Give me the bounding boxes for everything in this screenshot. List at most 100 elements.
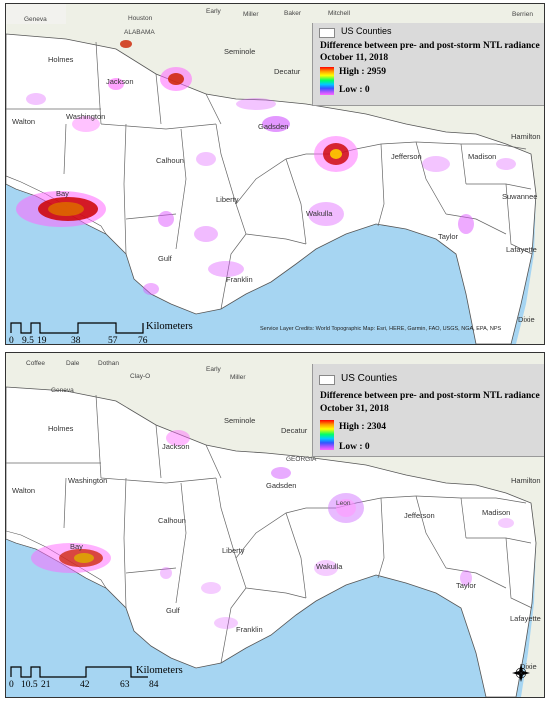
scale-tick-0: 0 <box>9 336 14 345</box>
map-credits: Service Layer Credits: World Topographic… <box>260 326 502 332</box>
label-washington: Washington <box>66 112 105 121</box>
scale-tick-2: 19 <box>37 336 47 345</box>
label-bay: Bay <box>70 542 83 551</box>
label-wakulla: Wakulla <box>306 209 333 218</box>
label-early: Early <box>206 8 222 15</box>
study-area <box>6 33 537 344</box>
legend-oct-11: US Counties Difference between pre- and … <box>312 23 544 106</box>
county-swatch <box>319 28 335 38</box>
county-boundaries <box>6 394 533 664</box>
label-miller: Miller <box>230 374 246 381</box>
label-franklin: Franklin <box>236 625 263 634</box>
label-gulf: Gulf <box>166 606 181 615</box>
land-strip <box>6 4 66 24</box>
label-berrien: Berrien <box>512 11 533 18</box>
label-taylor: Taylor <box>456 581 477 590</box>
legend-high-label: High : 2959 <box>339 67 386 77</box>
label-clay: Clay-O <box>130 373 150 380</box>
label-gadsden: Gadsden <box>266 481 296 490</box>
label-taylor: Taylor <box>438 232 459 241</box>
label-dale: Dale <box>66 360 80 367</box>
label-jefferson: Jefferson <box>391 152 422 161</box>
label-lafayette: Lafayette <box>506 245 537 254</box>
label-georgia: GEORGIA <box>286 456 317 463</box>
label-dothan: Dothan <box>98 360 119 367</box>
label-walton: Walton <box>12 486 35 495</box>
legend-low-label: Low : 0 <box>339 85 370 95</box>
compass-icon <box>512 664 530 682</box>
label-madison: Madison <box>482 508 510 517</box>
label-seminole: Seminole <box>224 47 255 56</box>
label-early: Early <box>206 366 222 373</box>
label-liberty: Liberty <box>216 195 239 204</box>
label-decatur: Decatur <box>281 426 308 435</box>
label-geneva: Geneva <box>51 387 74 394</box>
legend-layer-label: US Counties <box>341 26 392 36</box>
label-houston: Houston <box>128 15 153 22</box>
scale-tick-0: 0 <box>9 680 14 690</box>
county-swatch <box>319 375 335 385</box>
label-baker: Baker <box>284 10 302 17</box>
legend-high-label: High : 2304 <box>339 422 386 432</box>
label-geneva: Geneva <box>24 16 47 23</box>
label-suwannee: Suwannee <box>502 192 537 201</box>
label-calhoun: Calhoun <box>156 156 184 165</box>
label-jackson: Jackson <box>162 442 190 451</box>
legend-date: October 31, 2018 <box>320 404 389 414</box>
label-madison: Madison <box>468 152 496 161</box>
label-miller: Miller <box>243 11 259 18</box>
legend-date: October 11, 2018 <box>320 53 389 63</box>
scale-unit: Kilometers <box>136 665 183 676</box>
label-holmes: Holmes <box>48 55 74 64</box>
legend-low-label: Low : 0 <box>339 442 370 452</box>
label-alabama: ALABAMA <box>124 29 155 36</box>
map-panel-oct-31: Coffee Dale Dothan Early Miller Geneva C… <box>5 352 545 698</box>
ntl-radiance-layer <box>31 430 514 629</box>
label-franklin: Franklin <box>226 275 253 284</box>
label-seminole: Seminole <box>224 416 255 425</box>
label-gadsden: Gadsden <box>258 122 288 131</box>
county-boundaries <box>6 41 533 310</box>
scale-tick-1: 9.5 <box>22 336 34 345</box>
label-calhoun: Calhoun <box>158 516 186 525</box>
label-liberty: Liberty <box>222 546 245 555</box>
label-walton: Walton <box>12 117 35 126</box>
scale-unit: Kilometers <box>146 321 193 332</box>
scale-tick-4: 63 <box>120 680 130 690</box>
label-hamilton: Hamilton <box>511 476 541 485</box>
legend-layer-label: US Counties <box>341 373 398 384</box>
color-ramp <box>320 67 334 95</box>
label-gulf: Gulf <box>158 254 173 263</box>
scale-bar-graphic <box>10 322 144 334</box>
legend-title: Difference between pre- and post-storm N… <box>320 391 540 401</box>
study-area <box>6 386 537 697</box>
label-dixie: Dixie <box>518 315 535 324</box>
map-panel-oct-11: Geneva Houston Early Miller Baker Mitche… <box>5 3 545 345</box>
scale-tick-5: 84 <box>149 680 159 690</box>
label-lafayette: Lafayette <box>510 614 541 623</box>
color-ramp <box>320 420 334 450</box>
label-jefferson: Jefferson <box>404 511 435 520</box>
legend-oct-31: US Counties Difference between pre- and … <box>312 364 544 457</box>
legend-title: Difference between pre- and post-storm N… <box>320 41 540 51</box>
scale-bar-oct-31: 0 10.5 21 42 63 84 Kilometers <box>9 665 183 690</box>
label-bay: Bay <box>56 189 69 198</box>
label-coffee: Coffee <box>26 360 45 367</box>
label-jackson: Jackson <box>106 77 134 86</box>
ntl-radiance-layer <box>16 40 516 295</box>
label-washington: Washington <box>68 476 107 485</box>
label-wakulla: Wakulla <box>316 562 343 571</box>
label-dixie: Dixie <box>520 662 537 671</box>
scale-tick-5: 76 <box>138 336 148 345</box>
scale-tick-3: 42 <box>80 680 90 690</box>
scale-bar-graphic <box>10 666 148 678</box>
label-hamilton: Hamilton <box>511 132 541 141</box>
label-mitchell: Mitchell <box>328 10 351 17</box>
scale-tick-2: 21 <box>41 680 51 690</box>
scale-tick-1: 10.5 <box>21 680 38 690</box>
scale-tick-3: 38 <box>71 336 81 345</box>
scale-tick-4: 57 <box>108 336 118 345</box>
label-holmes: Holmes <box>48 424 74 433</box>
label-decatur: Decatur <box>274 67 301 76</box>
label-leon: Leon <box>336 500 351 507</box>
